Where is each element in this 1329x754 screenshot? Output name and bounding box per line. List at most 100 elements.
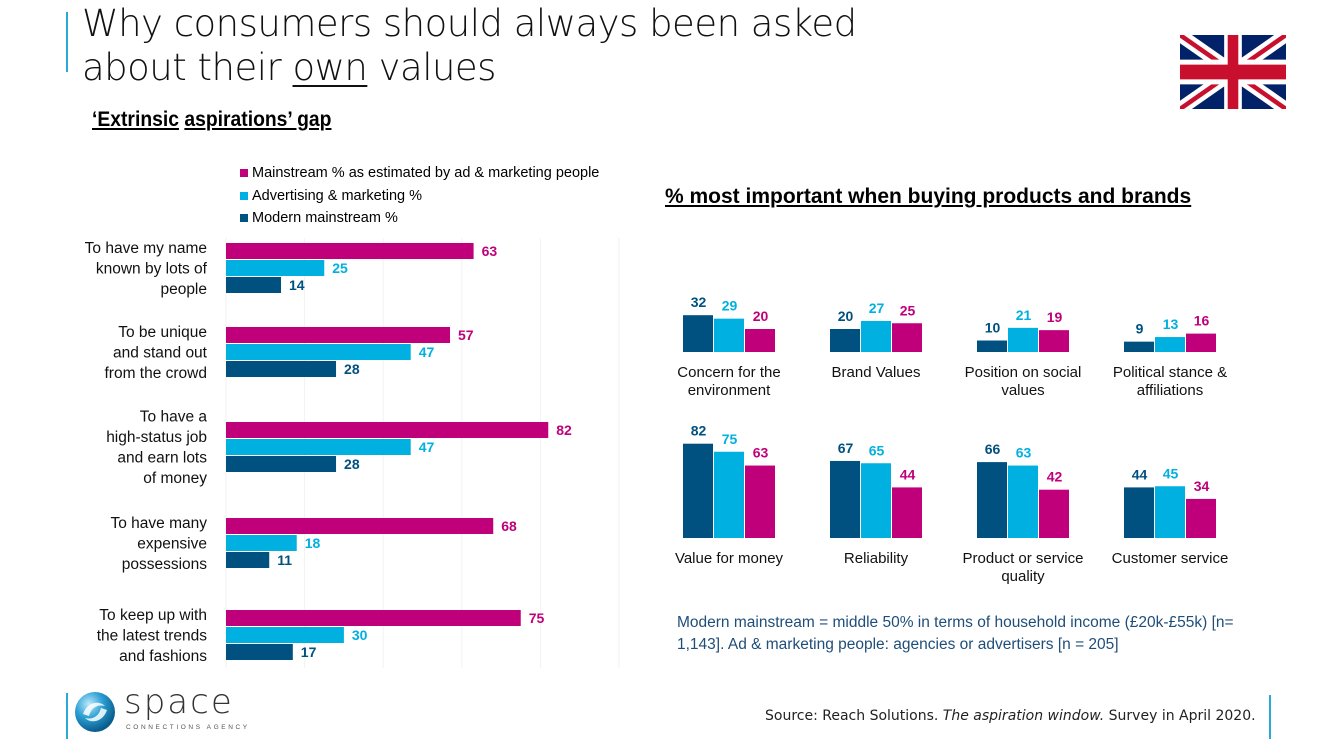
legend-item-mainstream-estimated: Mainstream % as estimated by ad & market… [240, 162, 599, 185]
legend-label: Modern mainstream % [252, 210, 398, 226]
data-label: 16 [1194, 313, 1210, 329]
category-label: Position on social [965, 364, 1082, 381]
space-logo-icon [75, 692, 115, 732]
data-label: 63 [1016, 445, 1032, 461]
data-label: 17 [301, 644, 317, 660]
bar [861, 463, 891, 538]
sample-note: Modern mainstream = middle 50% in terms … [677, 614, 1234, 653]
bar [226, 277, 282, 293]
bar [714, 451, 744, 538]
category-label: Concern for the [677, 364, 780, 381]
category-label: Reliability [844, 550, 909, 567]
data-label: 25 [332, 260, 348, 276]
title-line-2: about their own values [82, 46, 857, 90]
data-label: 65 [869, 442, 885, 458]
category-label: environment [688, 382, 771, 399]
data-label: 75 [529, 610, 545, 626]
bar [714, 318, 744, 352]
data-label: 25 [900, 302, 916, 318]
right-chart-title: % most important when buying products an… [665, 185, 1192, 208]
category-label: Customer service [1112, 550, 1229, 567]
category-label: Brand Values [832, 364, 921, 381]
data-label: 20 [753, 308, 769, 324]
bar [226, 344, 411, 360]
category-label: and earn lots [117, 450, 207, 467]
subtitle-word: ‘Extrinsic [92, 108, 179, 131]
data-label: 13 [1163, 316, 1179, 332]
bar [1039, 489, 1069, 538]
data-label: 14 [289, 277, 305, 293]
category-label: Political stance & [1113, 364, 1227, 381]
bar [861, 320, 891, 352]
bar [1186, 498, 1216, 538]
bar [226, 361, 337, 377]
bar [1039, 330, 1069, 352]
bar [892, 323, 922, 352]
page-title: Why consumers should always been asked a… [82, 2, 857, 90]
category-label: To have many [111, 515, 208, 532]
bar [830, 329, 860, 352]
bar [226, 552, 270, 568]
legend-swatch [240, 191, 248, 200]
data-label: 44 [900, 466, 916, 482]
bar [1186, 333, 1216, 352]
title-emphasis: own [292, 46, 368, 89]
category-label: To have my name [85, 240, 207, 257]
bar [892, 487, 922, 538]
category-label: To have a [140, 409, 208, 426]
category-label: people [160, 281, 207, 298]
bar [226, 518, 494, 534]
data-label: 28 [344, 456, 360, 472]
data-label: 82 [556, 422, 572, 438]
data-label: 9 [1136, 321, 1144, 337]
data-label: 75 [722, 431, 738, 447]
bar [1155, 337, 1185, 352]
category-label: possessions [122, 556, 208, 573]
legend-label: Mainstream % as estimated by ad & market… [252, 165, 600, 181]
title-line-1: Why consumers should always been asked [82, 2, 857, 45]
category-label: and stand out [113, 344, 208, 361]
legend-item-modern-mainstream: Modern mainstream % [240, 207, 599, 230]
chart-legend: Mainstream % as estimated by ad & market… [240, 162, 599, 230]
title-accent-line [66, 12, 68, 72]
left-chart-title: ‘Extrinsic aspirations’ gap [92, 108, 331, 132]
bar [745, 329, 775, 352]
data-label: 34 [1194, 478, 1210, 494]
uk-flag-icon [1180, 35, 1286, 109]
data-label: 67 [838, 440, 854, 456]
category-label: Value for money [675, 550, 784, 567]
legend-swatch [240, 169, 248, 178]
source-text: Survey in April 2020. [1104, 708, 1256, 724]
category-label: values [1001, 382, 1044, 399]
data-label: 20 [838, 308, 854, 324]
category-label: the latest trends [97, 627, 208, 644]
category-label: quality [1001, 568, 1045, 585]
bar [226, 243, 474, 259]
data-label: 10 [985, 320, 1001, 336]
data-label: 27 [869, 300, 885, 316]
data-label: 29 [722, 298, 738, 314]
source-title: The aspiration window. [942, 708, 1105, 724]
category-label: expensive [137, 535, 207, 552]
data-label: 30 [352, 627, 368, 643]
bar [226, 535, 297, 551]
category-label: To keep up with [99, 607, 207, 624]
title-text: about their [82, 46, 293, 89]
category-label: and fashions [119, 648, 207, 665]
category-label: high-status job [106, 429, 207, 446]
legend-label: Advertising & marketing % [252, 187, 423, 204]
logo-wordmark: space [124, 682, 234, 722]
bar [683, 315, 713, 352]
bar [745, 465, 775, 538]
data-label: 68 [501, 518, 517, 534]
bar [1008, 327, 1038, 352]
bar [226, 327, 451, 343]
bar [1124, 487, 1154, 538]
bar [683, 443, 713, 538]
data-label: 19 [1047, 309, 1063, 325]
bar [226, 422, 549, 438]
data-label: 66 [985, 441, 1001, 457]
bar [830, 460, 860, 538]
extrinsic-aspirations-bar-chart: To have my name known by lots of people 63 2… [85, 238, 620, 668]
category-label: of money [143, 470, 207, 487]
